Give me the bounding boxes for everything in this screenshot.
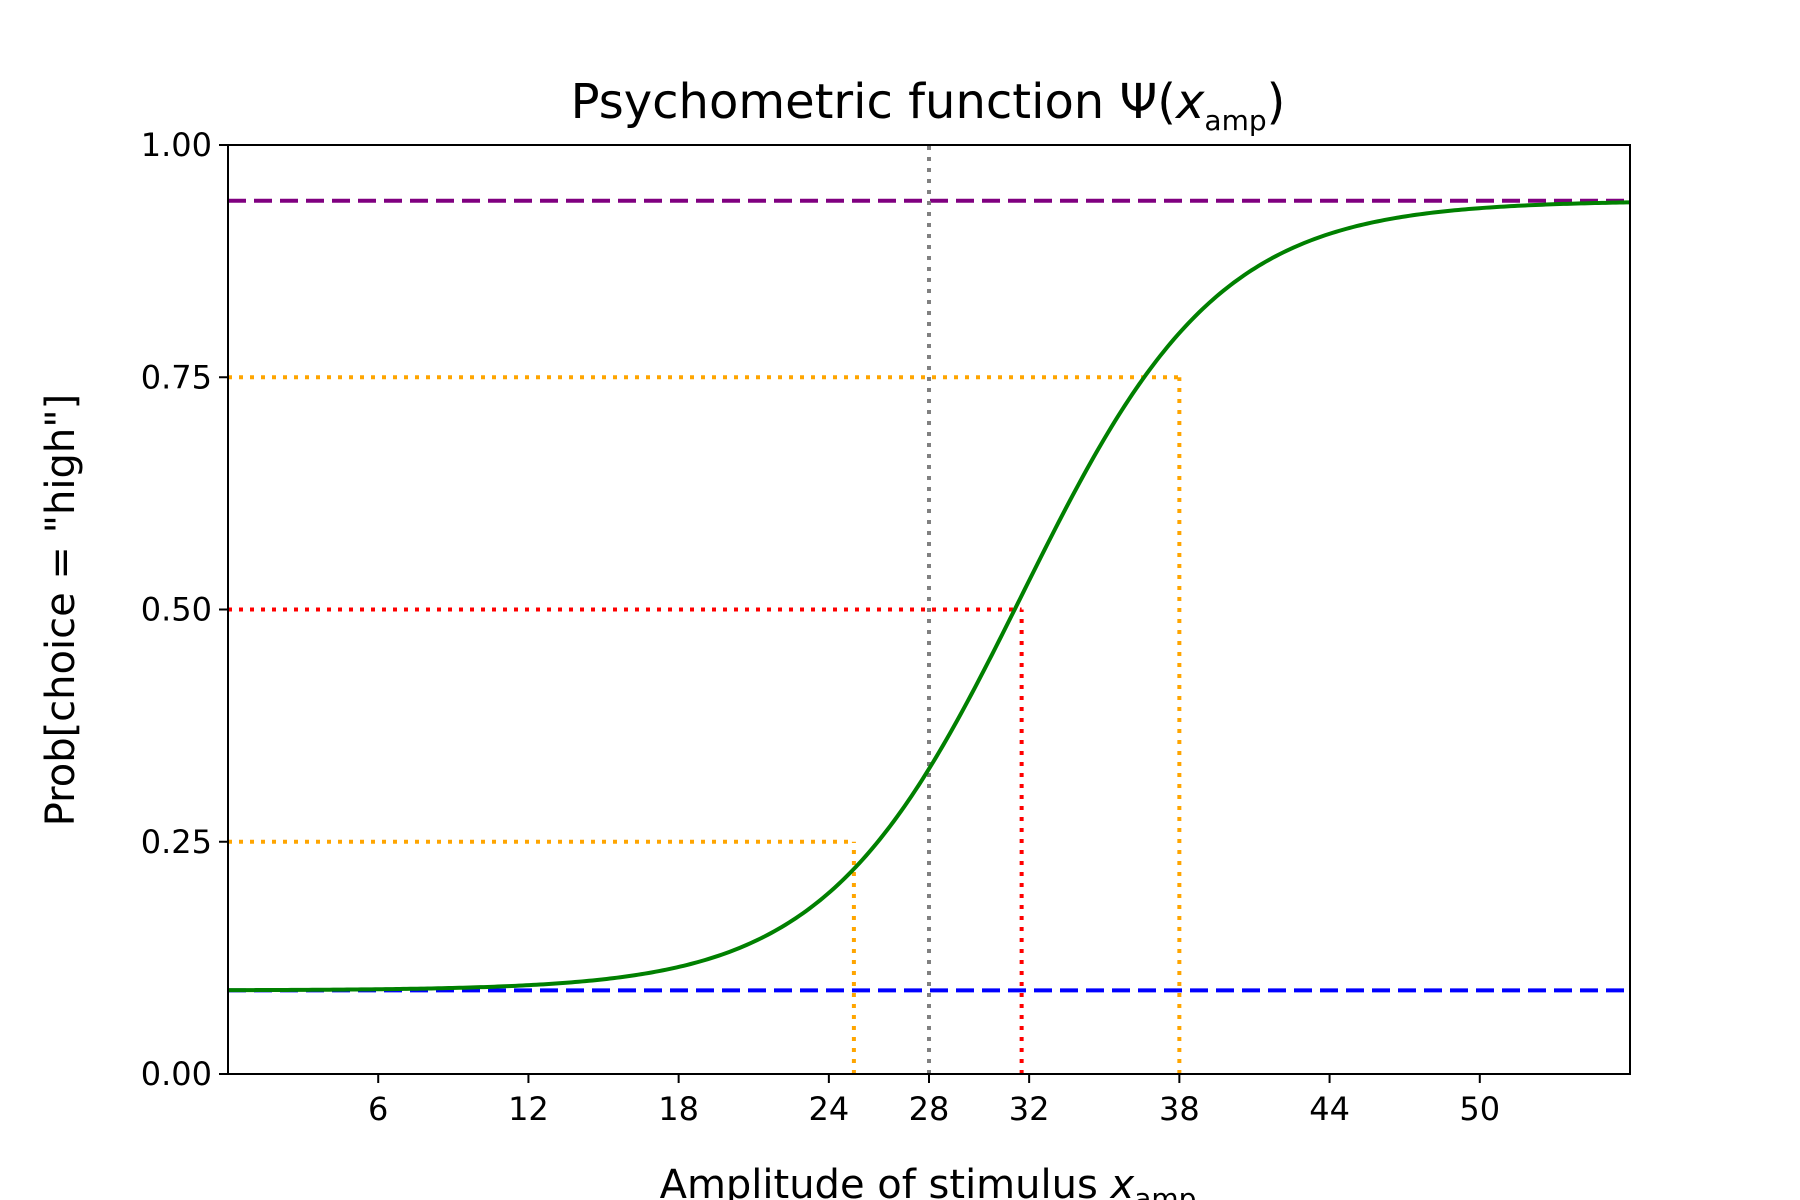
y-tick-label: 0.50 (141, 591, 212, 629)
x-axis-label: Amplitude of stimulus xamp (660, 1162, 1197, 1200)
y-tick-label: 0.25 (141, 823, 212, 861)
y-tick-label: 0.00 (141, 1055, 212, 1093)
x-axis-label-sub: amp (1134, 1182, 1196, 1200)
reference-lines (228, 145, 1630, 1074)
x-tick-label: 12 (508, 1090, 549, 1128)
x-tick-label: 44 (1309, 1090, 1350, 1128)
x-tick-label: 18 (658, 1090, 699, 1128)
chart-title-main: Psychometric function Ψ( (571, 74, 1176, 130)
curve-layer (227, 200, 1631, 993)
y-tick-label: 0.75 (141, 358, 212, 396)
x-axis-ticks: 6 12 18 24 28 32 38 44 50 (368, 1074, 1500, 1128)
y-axis-ticks: 0.00 0.25 0.50 0.75 1.00 (141, 126, 228, 1093)
x-tick-label: 50 (1459, 1090, 1500, 1128)
chart-title-end: ) (1267, 74, 1286, 130)
chart-title: Psychometric function Ψ(xamp) (571, 74, 1286, 137)
x-tick-label: 32 (1009, 1090, 1050, 1128)
x-tick-label: 38 (1159, 1090, 1200, 1128)
chart-title-var: x (1174, 74, 1205, 130)
x-tick-label: 28 (909, 1090, 950, 1128)
x-axis-label-var: x (1109, 1162, 1135, 1200)
y-tick-label: 1.00 (141, 126, 212, 164)
x-tick-label: 6 (368, 1090, 388, 1128)
series-curve-0 (227, 200, 1631, 993)
x-axis-label-main: Amplitude of stimulus (660, 1162, 1111, 1200)
chart-title-sub: amp (1204, 104, 1266, 137)
x-tick-label: 24 (808, 1090, 849, 1128)
y-axis-label: Prob[choice = "high"] (38, 394, 84, 827)
